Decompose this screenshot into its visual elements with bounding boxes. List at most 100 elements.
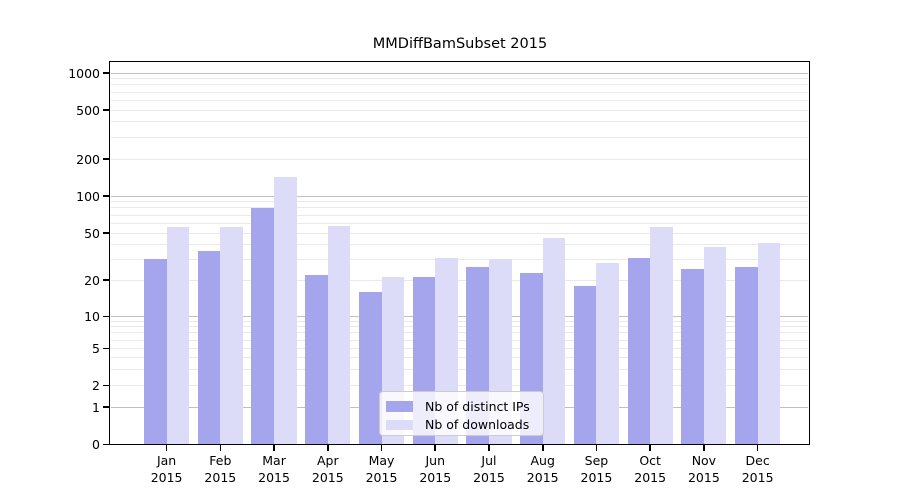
x-tick-year: 2015 bbox=[526, 469, 559, 485]
gridline-minor bbox=[111, 84, 808, 86]
bar-downloads-feb bbox=[220, 226, 243, 445]
x-tick-year: 2015 bbox=[634, 469, 667, 485]
x-tick-month: Aug bbox=[530, 453, 555, 468]
gridline-minor bbox=[111, 121, 808, 123]
x-axis-tick-label-sep: Sep 2015 bbox=[568, 453, 624, 486]
legend-label: Nb of distinct IPs bbox=[425, 398, 530, 414]
gridline-minor bbox=[111, 368, 808, 370]
y-axis-tick-mark bbox=[103, 406, 110, 408]
gridline-minor bbox=[111, 232, 808, 234]
x-axis-tick-label-may: May 2015 bbox=[354, 453, 410, 486]
y-axis-tick-mark bbox=[103, 384, 110, 387]
bar-distinct-ips-apr bbox=[305, 275, 328, 445]
x-tick-year: 2015 bbox=[365, 469, 398, 485]
bar-distinct-ips-sep bbox=[573, 285, 597, 445]
y-axis-tick-mark bbox=[103, 109, 110, 111]
gridline-minor bbox=[111, 136, 808, 138]
x-axis-tick-mark bbox=[488, 445, 490, 451]
x-tick-month: Oct bbox=[639, 453, 661, 468]
y-axis-tick-label: 500 bbox=[76, 102, 100, 118]
bar-downloads-apr bbox=[327, 226, 351, 445]
x-tick-month: Feb bbox=[209, 453, 232, 468]
x-axis-tick-mark bbox=[434, 445, 437, 451]
bar-downloads-dec bbox=[757, 243, 781, 445]
x-axis-tick-mark bbox=[541, 445, 544, 451]
y-axis-tick-mark bbox=[103, 279, 110, 281]
x-axis-tick-mark bbox=[703, 445, 705, 451]
bar-distinct-ips-may bbox=[358, 291, 382, 445]
bar-distinct-ips-mar bbox=[251, 207, 275, 445]
x-tick-month: Mar bbox=[262, 453, 286, 468]
y-axis-tick-label: 1 bbox=[92, 399, 100, 415]
y-axis-tick-label: 100 bbox=[76, 188, 100, 204]
x-tick-month: Nov bbox=[691, 453, 717, 468]
gridline-minor bbox=[111, 385, 808, 386]
bar-downloads-mar bbox=[274, 176, 297, 445]
gridline-minor bbox=[111, 201, 808, 203]
x-tick-month: Sep bbox=[584, 453, 609, 468]
x-tick-year: 2015 bbox=[687, 469, 720, 485]
legend: Nb of distinct IPs Nb of downloads bbox=[379, 391, 544, 436]
x-axis-tick-label-feb: Feb 2015 bbox=[192, 453, 248, 486]
x-axis-tick-label-dec: Dec 2015 bbox=[730, 453, 786, 486]
x-tick-year: 2015 bbox=[150, 469, 183, 485]
x-axis-tick-mark bbox=[273, 445, 275, 451]
bar-distinct-ips-oct bbox=[627, 257, 651, 445]
y-axis-tick-label: 2 bbox=[92, 378, 100, 393]
x-axis-tick-mark bbox=[326, 445, 329, 451]
x-axis-tick-mark bbox=[649, 445, 651, 451]
bar-downloads-oct bbox=[650, 226, 673, 445]
x-tick-month: Dec bbox=[745, 453, 770, 468]
x-tick-month: Jan bbox=[156, 453, 177, 468]
y-axis-tick-label: 10 bbox=[84, 309, 100, 324]
bar-downloads-sep bbox=[596, 262, 620, 445]
gridline-minor bbox=[111, 357, 808, 358]
y-axis-tick-label: 1000 bbox=[68, 65, 100, 81]
x-axis-tick-label-jun: Jun 2015 bbox=[407, 453, 463, 486]
gridline-minor bbox=[111, 279, 808, 281]
gridline-major bbox=[111, 316, 808, 317]
x-tick-year: 2015 bbox=[204, 469, 237, 485]
y-axis-tick-mark bbox=[103, 315, 110, 318]
chart-title: MMDiffBamSubset 2015 bbox=[372, 36, 548, 52]
bar-distinct-ips-jan bbox=[144, 259, 167, 445]
x-tick-year: 2015 bbox=[580, 469, 613, 485]
gridline-minor bbox=[111, 99, 808, 101]
bar-downloads-nov bbox=[703, 247, 727, 445]
x-axis-tick-mark bbox=[756, 445, 759, 451]
legend-label: Nb of downloads bbox=[425, 417, 530, 433]
x-tick-year: 2015 bbox=[258, 469, 290, 485]
gridline-minor bbox=[111, 158, 808, 160]
x-axis-tick-mark bbox=[595, 445, 598, 451]
gridline-minor bbox=[111, 222, 808, 224]
x-axis-tick-label-jul: Jul 2015 bbox=[461, 453, 517, 486]
bar-distinct-ips-feb bbox=[197, 251, 221, 445]
x-tick-year: 2015 bbox=[419, 469, 452, 485]
y-axis-tick-mark bbox=[103, 232, 110, 234]
y-axis-tick-mark bbox=[103, 443, 110, 446]
gridline-minor bbox=[111, 243, 808, 245]
y-axis-tick-mark bbox=[103, 72, 110, 74]
x-tick-month: Apr bbox=[316, 453, 339, 468]
gridline-minor bbox=[111, 214, 808, 216]
y-axis-tick-mark bbox=[103, 158, 110, 160]
y-axis-tick-label: 20 bbox=[84, 272, 100, 288]
legend-entry: Nb of distinct IPs bbox=[386, 397, 543, 416]
y-axis-tick-label: 0 bbox=[92, 437, 100, 452]
gridline-minor bbox=[111, 320, 808, 322]
x-axis-tick-label-nov: Nov 2015 bbox=[676, 453, 732, 486]
x-axis-tick-label-mar: Mar 2015 bbox=[246, 453, 302, 486]
x-tick-month: Jun bbox=[425, 453, 446, 468]
y-axis-tick-mark bbox=[103, 195, 110, 197]
gridline-minor bbox=[111, 258, 808, 260]
legend-swatch-downloads bbox=[386, 419, 413, 430]
x-axis-tick-label-jan: Jan 2015 bbox=[139, 453, 195, 486]
gridline-minor bbox=[111, 109, 808, 111]
x-axis-tick-label-oct: Oct 2015 bbox=[622, 453, 678, 486]
y-axis-tick-label: 200 bbox=[76, 151, 100, 167]
gridline-minor bbox=[111, 207, 808, 209]
x-axis-tick-mark bbox=[380, 445, 383, 451]
x-tick-year: 2015 bbox=[311, 469, 344, 485]
x-axis-tick-label-apr: Apr 2015 bbox=[300, 453, 356, 486]
